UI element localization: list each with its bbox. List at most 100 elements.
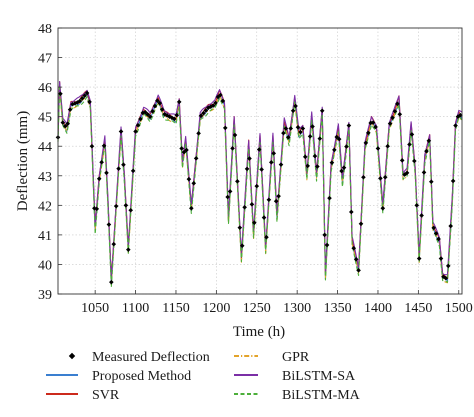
legend-item-svr: SVR bbox=[46, 388, 120, 403]
measured-point bbox=[387, 121, 393, 126]
measured-point bbox=[433, 231, 439, 236]
measured-point bbox=[152, 103, 158, 109]
measured-point bbox=[300, 126, 306, 131]
measured-point bbox=[128, 207, 134, 213]
measured-point bbox=[327, 195, 332, 201]
measured-point bbox=[259, 167, 264, 172]
y-tick-label: 42 bbox=[38, 199, 52, 214]
measured-point bbox=[421, 170, 427, 175]
measured-point bbox=[402, 172, 407, 177]
measured-point bbox=[196, 131, 201, 136]
measured-point bbox=[278, 162, 284, 167]
measured-point bbox=[419, 213, 424, 218]
measured-point bbox=[324, 242, 330, 248]
measured-point bbox=[283, 126, 289, 131]
measured-point bbox=[290, 108, 296, 114]
measured-point bbox=[244, 166, 250, 172]
measured-point bbox=[312, 153, 318, 159]
measured-point bbox=[77, 98, 83, 104]
measured-point bbox=[445, 263, 451, 269]
y-tick-label: 46 bbox=[38, 81, 52, 96]
measured-point bbox=[89, 143, 95, 149]
measured-point bbox=[281, 130, 286, 136]
measured-point bbox=[174, 112, 180, 118]
measured-point bbox=[125, 247, 131, 252]
measured-point bbox=[310, 124, 315, 129]
measured-point bbox=[135, 122, 141, 128]
measured-point bbox=[353, 256, 359, 262]
measured-point bbox=[341, 165, 347, 170]
measured-point bbox=[113, 203, 119, 209]
measured-point bbox=[104, 170, 109, 176]
measured-point bbox=[285, 135, 291, 140]
measured-point bbox=[443, 275, 449, 281]
measured-point bbox=[213, 100, 218, 106]
measured-point bbox=[397, 112, 403, 117]
measured-point bbox=[198, 113, 204, 119]
series-line-bilstm-ma bbox=[57, 87, 463, 288]
measured-point bbox=[293, 103, 298, 109]
x-tick-label: 1400 bbox=[364, 301, 392, 316]
measured-point bbox=[336, 136, 342, 142]
measured-point bbox=[109, 279, 114, 285]
plot-frame bbox=[57, 27, 463, 295]
measured-point bbox=[169, 115, 175, 121]
measured-point bbox=[239, 243, 245, 249]
x-tick-label: 1350 bbox=[324, 301, 352, 316]
measured-point bbox=[382, 174, 388, 180]
measured-point bbox=[414, 203, 420, 208]
measured-point bbox=[361, 174, 366, 180]
measured-point bbox=[58, 91, 63, 97]
measured-point bbox=[242, 205, 247, 210]
measured-point bbox=[428, 179, 434, 184]
measured-point bbox=[106, 222, 112, 227]
series-line-svr bbox=[57, 81, 463, 280]
legend-item-proposed-method: Proposed Method bbox=[46, 369, 191, 384]
measured-point bbox=[448, 223, 453, 229]
measured-point bbox=[116, 166, 121, 171]
measured-point bbox=[441, 274, 446, 280]
measured-point bbox=[179, 146, 184, 151]
legend-label: BiLSTM-SA bbox=[282, 369, 356, 384]
measured-point bbox=[67, 107, 73, 112]
measured-point bbox=[186, 176, 192, 182]
series-measured-deflection bbox=[55, 90, 463, 285]
measured-point bbox=[365, 130, 371, 136]
measured-point bbox=[271, 151, 277, 156]
measured-point bbox=[111, 241, 117, 247]
measured-point bbox=[62, 123, 68, 129]
measured-point bbox=[159, 107, 165, 112]
measured-point bbox=[339, 168, 344, 174]
legend-label: BiLSTM-MA bbox=[282, 388, 361, 403]
measured-point bbox=[235, 179, 240, 184]
legend-label: Measured Deflection bbox=[92, 350, 210, 365]
measured-point bbox=[225, 194, 230, 200]
measured-point bbox=[438, 256, 444, 261]
measured-point bbox=[305, 163, 310, 169]
y-tick-label: 43 bbox=[38, 170, 52, 185]
y-axis-ticks: 39 40 41 42 43 44 45 46 47 48 bbox=[38, 22, 62, 303]
measured-point bbox=[150, 109, 155, 114]
measured-point bbox=[319, 108, 325, 114]
measured-point bbox=[344, 144, 349, 149]
measured-point bbox=[145, 112, 150, 117]
legend-label: GPR bbox=[282, 350, 310, 365]
measured-point bbox=[404, 170, 410, 176]
measured-point bbox=[390, 115, 395, 120]
measured-point bbox=[356, 268, 361, 273]
x-tick-label: 1300 bbox=[283, 301, 311, 316]
measured-point bbox=[232, 132, 238, 138]
measured-point bbox=[133, 129, 138, 134]
measured-point bbox=[193, 156, 199, 161]
y-axis-label: Deflection (mm) bbox=[15, 111, 31, 211]
y-tick-label: 47 bbox=[38, 52, 52, 67]
measured-point bbox=[315, 164, 320, 169]
measured-point bbox=[121, 162, 126, 167]
measured-point bbox=[261, 215, 267, 220]
measured-point bbox=[176, 99, 182, 105]
measured-point bbox=[375, 146, 381, 151]
measured-point bbox=[87, 99, 92, 105]
x-tick-label: 1500 bbox=[445, 301, 473, 316]
measured-point bbox=[157, 100, 163, 106]
